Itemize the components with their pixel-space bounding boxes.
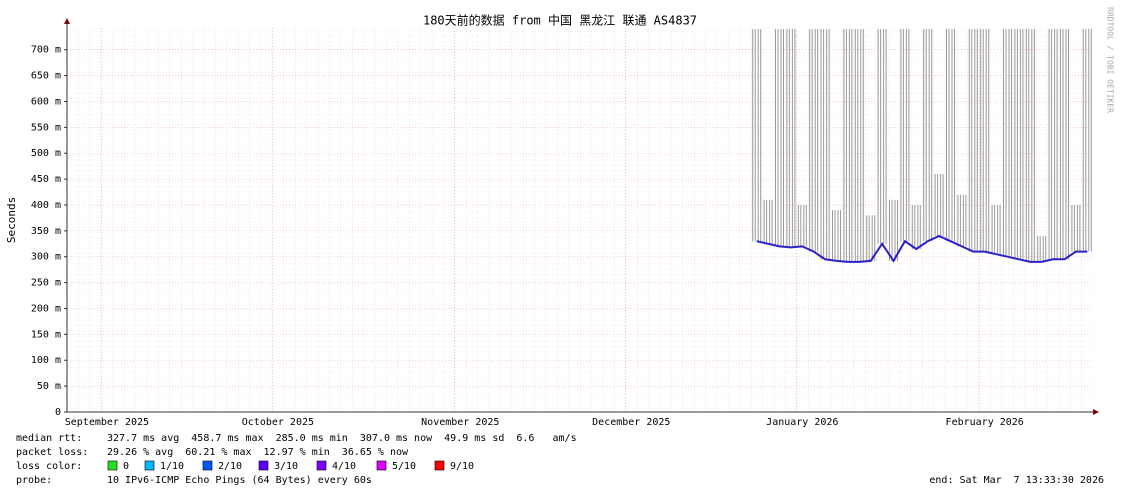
stat-label: loss color: <box>16 461 82 472</box>
y-tick-label: 700 m <box>31 45 61 56</box>
y-tick-label: 300 m <box>31 252 61 263</box>
x-tick-label: December 2025 <box>592 417 670 428</box>
x-tick-label: September 2025 <box>65 417 149 428</box>
stat-text: 29.26 % avg 60.21 % max 12.97 % min 36.6… <box>107 447 409 458</box>
y-axis-label: Seconds <box>5 197 18 243</box>
y-tick-label: 550 m <box>31 122 61 133</box>
loss-color-label: 4/10 <box>332 461 356 472</box>
loss-color-swatch <box>202 460 213 471</box>
end-time: end: Sat Mar 7 13:33:30 2026 <box>929 475 1104 486</box>
stat-label: probe: <box>16 475 52 486</box>
stats: median rtt: 327.7 ms avg 458.7 ms max 28… <box>16 433 1104 486</box>
stat-label: median rtt: <box>16 433 82 444</box>
median-line <box>756 234 1088 263</box>
loss-color-swatch <box>144 460 155 471</box>
loss-color-swatch <box>316 460 327 471</box>
loss-color-label: 5/10 <box>392 461 416 472</box>
stat-text: 10 IPv6-ICMP Echo Pings (64 Bytes) every… <box>107 475 372 486</box>
loss-color-label: 2/10 <box>218 461 242 472</box>
watermark: RRDTOOL / TOBI OETIKER <box>1106 7 1115 113</box>
y-tick-label: 400 m <box>31 200 61 211</box>
x-tick-label: February 2026 <box>946 417 1024 428</box>
axis-arrow <box>64 18 70 24</box>
loss-color-label: 0 <box>123 461 129 472</box>
x-tick-label: November 2025 <box>421 417 499 428</box>
x-tick-label: October 2025 <box>242 417 314 428</box>
y-tick-label: 0 <box>55 407 61 418</box>
y-tick-label: 250 m <box>31 278 61 289</box>
stat-text: 327.7 ms avg 458.7 ms max 285.0 ms min 3… <box>107 433 577 444</box>
stat-label: packet loss: <box>16 447 88 458</box>
axis-arrow <box>1093 409 1099 415</box>
chart-title: 180天前的数据 from 中国 黑龙江 联通 AS4837 <box>423 13 697 28</box>
y-tick-label: 200 m <box>31 303 61 314</box>
y-tick-label: 100 m <box>31 355 61 366</box>
loss-color-swatch <box>107 460 118 471</box>
y-tick-label: 650 m <box>31 71 61 82</box>
y-tick-label: 50 m <box>37 381 61 392</box>
y-tick-label: 150 m <box>31 329 61 340</box>
y-tick-label: 450 m <box>31 174 61 185</box>
minor-grid <box>67 28 1093 412</box>
y-tick-label: 500 m <box>31 148 61 159</box>
y-tick-label: 350 m <box>31 226 61 237</box>
loss-color-label: 3/10 <box>274 461 298 472</box>
loss-color-swatch <box>434 460 445 471</box>
loss-color-swatch <box>258 460 269 471</box>
x-tick-label: January 2026 <box>766 417 838 428</box>
loss-color-label: 1/10 <box>160 461 184 472</box>
loss-color-label: 9/10 <box>450 461 474 472</box>
loss-color-swatch <box>376 460 387 471</box>
y-tick-label: 600 m <box>31 96 61 107</box>
plot-area <box>67 28 1093 413</box>
